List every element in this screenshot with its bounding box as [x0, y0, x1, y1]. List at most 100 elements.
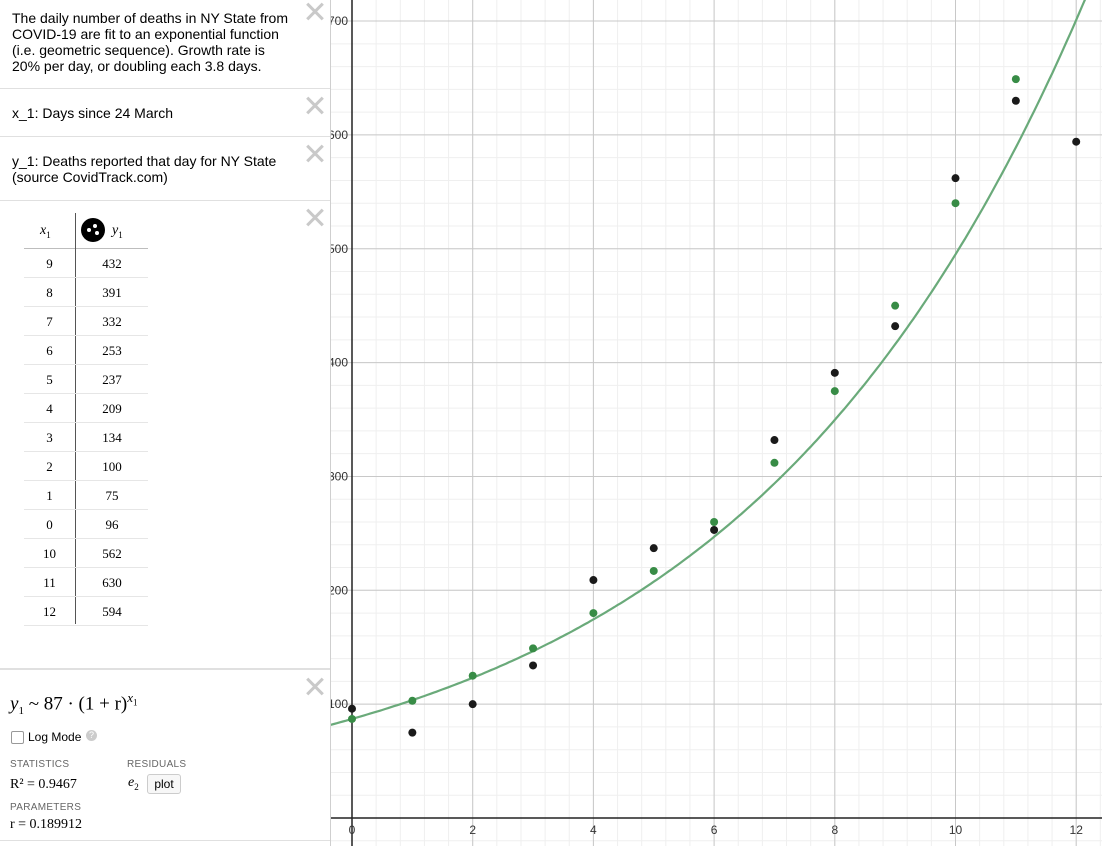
residuals-label: RESIDUALS [127, 759, 187, 770]
cell-y[interactable]: 237 [102, 372, 122, 387]
data-point[interactable] [348, 704, 356, 713]
table-row[interactable]: 8 391 [24, 278, 148, 307]
table-row[interactable]: 0 96 [24, 510, 148, 539]
cell-x[interactable]: 4 [46, 401, 53, 416]
cell-y[interactable]: 432 [102, 256, 122, 271]
log-mode-label: Log Mode [28, 730, 82, 744]
cell-x[interactable]: 5 [46, 372, 53, 387]
regression-curve[interactable] [327, 0, 1102, 727]
fitted-point[interactable] [830, 387, 839, 396]
close-icon[interactable] [306, 96, 324, 114]
plot-residuals-button[interactable]: plot [147, 774, 181, 794]
fitted-point[interactable] [649, 566, 658, 575]
cell-y[interactable]: 562 [102, 546, 122, 561]
data-point[interactable] [1011, 96, 1020, 105]
y-tick-label: 300 [331, 469, 348, 483]
note-description[interactable]: The daily number of deaths in NY State f… [0, 0, 330, 89]
data-point[interactable] [529, 661, 538, 670]
description-text: The daily number of deaths in NY State f… [12, 10, 288, 74]
data-point[interactable] [1072, 137, 1081, 146]
table-row[interactable]: 7 332 [24, 307, 148, 336]
x-tick-label: 8 [831, 823, 838, 837]
point-style-icon[interactable] [81, 218, 105, 242]
table-row[interactable]: 10 562 [24, 539, 148, 568]
table-row[interactable]: 5 237 [24, 365, 148, 394]
cell-y[interactable]: 75 [105, 488, 119, 503]
data-point[interactable] [468, 700, 477, 709]
fitted-point[interactable] [589, 609, 598, 618]
cell-y[interactable]: 253 [102, 343, 122, 358]
y-tick-label: 500 [331, 242, 348, 256]
y1-text: y_1: Deaths reported that day for NY Sta… [12, 153, 277, 185]
cell-x[interactable]: 7 [46, 314, 53, 329]
data-point[interactable] [830, 368, 839, 377]
data-point[interactable] [770, 436, 779, 445]
close-icon[interactable] [306, 2, 324, 20]
y-tick-label: 700 [331, 14, 348, 28]
cell-x[interactable]: 12 [43, 604, 56, 619]
cell-x[interactable]: 2 [46, 459, 53, 474]
cell-y[interactable]: 630 [102, 575, 122, 590]
cell-y[interactable]: 100 [102, 459, 122, 474]
cell-x[interactable]: 3 [46, 430, 53, 445]
cell-x[interactable]: 8 [46, 285, 53, 300]
column-header-x1: x1 [40, 223, 51, 240]
cell-x[interactable]: 0 [46, 517, 53, 532]
cell-x[interactable]: 6 [46, 343, 53, 358]
table-row[interactable]: 11 630 [24, 568, 148, 597]
regression-formula[interactable]: y1 ~ 87 · (1 + r)x1 [10, 690, 138, 718]
fitted-point[interactable] [408, 696, 417, 705]
expression-list: The daily number of deaths in NY State f… [0, 0, 331, 846]
cell-x[interactable]: 10 [43, 546, 56, 561]
fitted-point[interactable] [348, 714, 356, 723]
fitted-point[interactable] [1011, 75, 1020, 84]
cell-y[interactable]: 594 [102, 604, 122, 619]
table-row[interactable]: 9 432 [24, 249, 148, 278]
fitted-point[interactable] [710, 517, 719, 526]
close-icon[interactable] [306, 677, 324, 695]
graph-paper[interactable]: 0 2 4 6 8 10 12 100 200 300 400 500 600 700 [327, 0, 1102, 846]
table-expression[interactable] [0, 201, 330, 669]
regression-expression[interactable]: y1 ~ 87 · (1 + r)x1 [0, 669, 330, 841]
fitted-point[interactable] [468, 671, 477, 680]
fitted-point[interactable] [891, 301, 900, 310]
help-icon[interactable]: ? [86, 730, 97, 741]
data-point[interactable] [408, 728, 417, 737]
cell-y[interactable]: 391 [102, 285, 122, 300]
cell-x[interactable]: 9 [46, 256, 53, 271]
table-row[interactable]: 1 75 [24, 481, 148, 510]
table-row[interactable]: 6 253 [24, 336, 148, 365]
cell-y[interactable]: 96 [105, 517, 119, 532]
table-header: x1 y1 [24, 213, 148, 249]
note-x1[interactable]: x_1: Days since 24 March [0, 89, 330, 137]
table-row[interactable]: 3 134 [24, 423, 148, 452]
x1-text: x_1: Days since 24 March [12, 105, 174, 121]
fitted-point[interactable] [951, 199, 960, 208]
x-tick-label: 6 [711, 823, 718, 837]
close-icon[interactable] [306, 144, 324, 162]
x-tick-label: 4 [590, 823, 597, 837]
y-tick-label: 100 [331, 697, 348, 711]
x-tick-label: 2 [469, 823, 476, 837]
data-point[interactable] [649, 544, 658, 553]
graph-svg[interactable]: 0 2 4 6 8 10 12 100 200 300 400 500 600 700 [327, 0, 1102, 846]
table-row[interactable]: 2 100 [24, 452, 148, 481]
log-mode-checkbox[interactable] [11, 731, 24, 744]
table-row[interactable]: 4 209 [24, 394, 148, 423]
table-row[interactable]: 12 594 [24, 597, 148, 626]
close-icon[interactable] [306, 208, 324, 226]
cell-x[interactable]: 1 [46, 488, 53, 503]
data-point[interactable] [951, 174, 960, 183]
column-divider [75, 213, 76, 624]
data-point[interactable] [891, 322, 900, 331]
cell-y[interactable]: 209 [102, 401, 122, 416]
note-y1[interactable]: y_1: Deaths reported that day for NY Sta… [0, 137, 330, 201]
cell-x[interactable]: 11 [43, 575, 56, 590]
cell-y[interactable]: 332 [102, 314, 122, 329]
data-point[interactable] [589, 576, 598, 585]
residual-variable: e2 [128, 775, 139, 792]
fitted-point[interactable] [529, 644, 538, 653]
cell-y[interactable]: 134 [102, 430, 122, 445]
fitted-point[interactable] [770, 458, 779, 467]
data-point[interactable] [710, 525, 719, 534]
